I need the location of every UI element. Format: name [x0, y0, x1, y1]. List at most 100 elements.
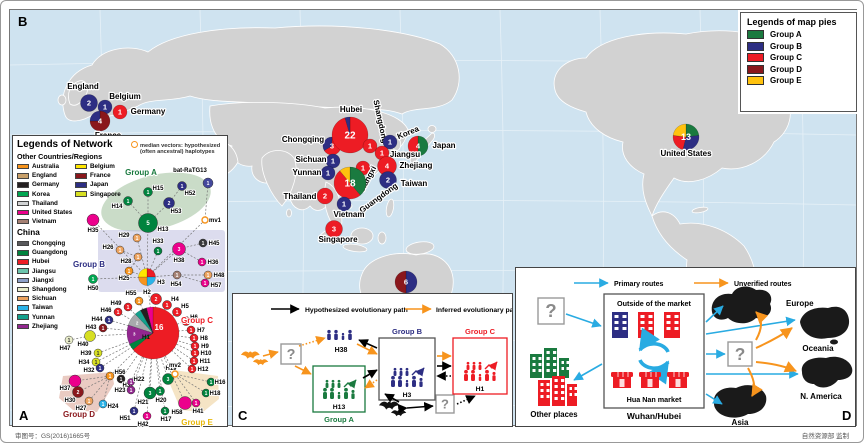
network-node-H18: 1 H18: [201, 388, 222, 398]
network-group-label: Group C: [181, 316, 213, 325]
map-pie-count: 1: [103, 103, 107, 112]
svg-text:1: 1: [136, 236, 139, 242]
network-node-label: H47: [59, 346, 71, 352]
network-node-H44: 1 H44: [91, 315, 114, 325]
network-node-label: H54: [170, 282, 182, 288]
network-node-label: H33: [152, 239, 164, 245]
evolution-path-svg: Hypothesized evolutionary path Inferred e…: [241, 304, 512, 424]
network-legend-item: Jiangxi: [17, 276, 67, 285]
network-node-label: H18: [209, 391, 221, 397]
network-group-label: Group E: [181, 418, 213, 427]
map-pie-korea: [382, 134, 398, 150]
map-pie-count: 1: [331, 157, 335, 166]
network-node-H4: 1H4: [162, 296, 180, 310]
map-pie-label: Yunnan: [293, 168, 322, 177]
legend-swatch: [17, 314, 29, 320]
network-node-label: H5: [181, 304, 189, 310]
map-pie-label: Belgium: [109, 92, 141, 101]
question-box: ?: [280, 343, 302, 365]
huanan-market-box: Outside of the market Hua Nan market: [603, 293, 705, 409]
legend-swatch: [747, 41, 764, 51]
network-pie-H1: [126, 306, 180, 360]
network-node-label: H45: [208, 241, 220, 247]
network-node-label: H15: [152, 186, 164, 192]
panel-d-legend-2: Unverified routes: [734, 281, 792, 288]
network-node-H26: 1 H26: [102, 244, 125, 255]
legend-swatch: [17, 259, 29, 265]
svg-text:1: 1: [95, 360, 98, 366]
network-node-H35: H35: [87, 213, 100, 235]
map-legend-item: Group A: [747, 30, 850, 39]
legend-swatch: [17, 240, 29, 247]
map-pie-count: 1: [326, 169, 330, 178]
map-producer: 自然资源部 监制: [801, 433, 849, 440]
map-pie-count: 1: [368, 142, 372, 151]
network-node-label: H49: [110, 301, 122, 307]
map-pie-count: 3: [332, 225, 336, 234]
bat-icon: [391, 410, 407, 417]
legend-swatch: [17, 200, 29, 207]
network-node-label: H35: [87, 228, 99, 234]
map-pie-count: 4: [385, 162, 390, 171]
map-pie-label: Jiangsu: [390, 150, 420, 159]
bat-icon: [253, 359, 269, 366]
map-pie-label: Hubei: [340, 105, 362, 114]
network-node-label: H20: [155, 398, 167, 404]
network-node-H10: 1 H10: [190, 348, 213, 358]
continent-label-oceania: Oceania: [802, 344, 834, 353]
legend-swatch: [17, 295, 29, 302]
bat-icon: [379, 401, 400, 410]
network-node-H37: H37: [59, 374, 82, 393]
network-legend-item: Shangdong: [17, 285, 67, 294]
box-group-label: Group A: [324, 415, 354, 424]
network-legend-countries: Australia England Germany Korea Thailand Unit…: [17, 162, 129, 226]
network-node-label: H46: [100, 308, 112, 314]
panel-b-label: B: [18, 14, 28, 29]
network-node-mv2: mv2: [168, 362, 183, 378]
panel-c-evolution: Hypothesized evolutionary path Inferred e…: [232, 293, 513, 427]
people-group: [323, 379, 357, 399]
legend-label: Jiangsu: [32, 267, 56, 275]
network-node-label: H50: [87, 286, 99, 292]
legend-swatch: [747, 53, 764, 62]
network-node-H20: 1 H20: [155, 386, 168, 405]
panel-c-legend-1: Hypothesized evolutionary path: [305, 307, 408, 314]
network-node-label: H22: [133, 377, 145, 383]
map-pies-legend-items: Group A Group B Group C Group D Group E: [747, 30, 850, 85]
map-pie-label: Vietnam: [334, 210, 365, 219]
network-legend-item: United States: [17, 208, 75, 217]
svg-text:1: 1: [207, 181, 210, 187]
legend-label: Sichuan: [32, 295, 57, 303]
svg-text:1: 1: [176, 310, 179, 316]
map-pie-label: Zhejiang: [400, 161, 433, 170]
median-vector-icon: [131, 141, 138, 148]
map-approval-number: 审图号：GS(2016)1665号: [15, 433, 91, 440]
network-node-label: H12: [197, 367, 209, 373]
network-node-label: H56: [114, 370, 126, 376]
map-pie-sichuan: [325, 153, 341, 169]
svg-text:1: 1: [204, 281, 207, 287]
legend-label: Yunnan: [32, 313, 55, 321]
map-pie-japan: [407, 135, 429, 157]
map-legend-item: Group C: [747, 53, 850, 62]
network-node-H13: 5 H13: [138, 213, 170, 234]
legend-label: Germany: [32, 181, 60, 189]
network-node-label: H16: [214, 380, 226, 386]
network-legend-item: Korea: [17, 190, 75, 199]
map-pie-vietnam: [336, 196, 352, 212]
network-node-H9: 1 H9: [190, 341, 210, 351]
continent-label-n-america: N. America: [800, 392, 842, 401]
svg-text:1: 1: [176, 273, 179, 279]
legend-swatch: [75, 182, 87, 188]
map-legend-item: Group B: [747, 41, 850, 51]
map-pie-guangdong: [333, 166, 367, 200]
network-node-label: H11: [200, 359, 211, 365]
continent-label-europe: Europe: [786, 299, 814, 308]
svg-text:1: 1: [99, 366, 102, 372]
